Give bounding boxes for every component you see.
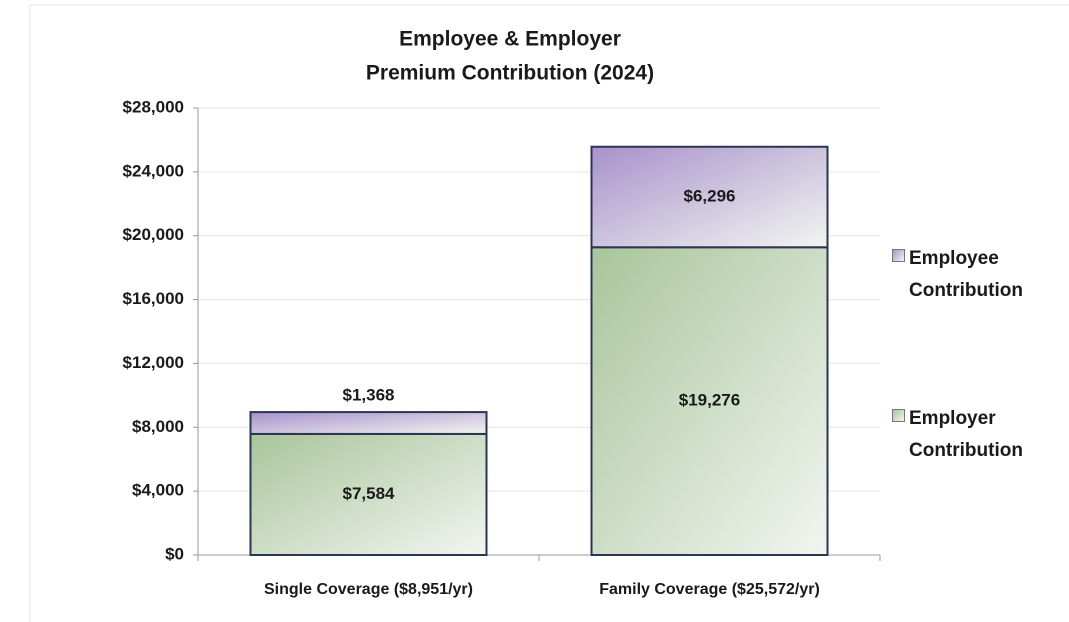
legend-swatch xyxy=(892,249,905,262)
chart-frame xyxy=(29,4,1069,622)
data-label: $7,584 xyxy=(343,484,396,503)
x-tick-label: Single Coverage ($8,951/yr) xyxy=(264,581,473,598)
legend-item: Employee Contribution xyxy=(892,243,1062,307)
legend-swatch xyxy=(892,409,905,422)
y-tick-label: $8,000 xyxy=(132,417,184,436)
bar-segment xyxy=(249,432,488,556)
bar-segment xyxy=(590,145,829,249)
legend-label: Employee Contribution xyxy=(909,248,1023,301)
data-label: $1,368 xyxy=(343,386,395,405)
y-tick-label: $12,000 xyxy=(123,353,184,372)
y-tick-label: $0 xyxy=(165,544,184,563)
bar-segment xyxy=(249,411,488,435)
y-tick-label: $28,000 xyxy=(123,97,184,116)
x-tick-label: Family Coverage ($25,572/yr) xyxy=(599,581,820,598)
legend-label: Employer Contribution xyxy=(909,408,1023,461)
legend-item: Employer Contribution xyxy=(892,403,1062,467)
data-label: $19,276 xyxy=(679,391,740,410)
y-tick-label: $20,000 xyxy=(123,225,184,244)
chart-title: Premium Contribution (2024) xyxy=(366,62,654,85)
y-tick-label: $4,000 xyxy=(132,481,184,500)
y-tick-label: $24,000 xyxy=(123,161,184,180)
y-tick-label: $16,000 xyxy=(123,289,184,308)
chart-title: Employee & Employer xyxy=(399,28,621,51)
data-label: $6,296 xyxy=(684,187,736,206)
bar-segment xyxy=(590,246,829,556)
